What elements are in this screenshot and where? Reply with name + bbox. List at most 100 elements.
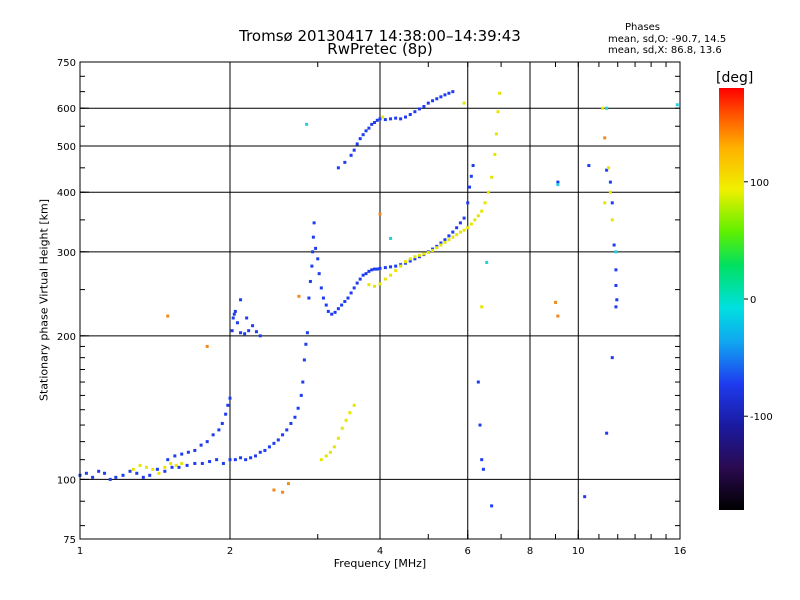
echo-point: [352, 403, 356, 407]
echo-point: [239, 456, 243, 460]
echo-point: [373, 284, 377, 288]
echo-point: [556, 180, 560, 184]
echo-point: [301, 380, 305, 384]
echo-point: [272, 441, 276, 445]
echo-point: [217, 428, 221, 432]
echo-point: [186, 450, 190, 454]
echo-point: [370, 122, 374, 126]
echo-point: [378, 212, 382, 216]
echo-point: [166, 314, 170, 318]
echo-point: [163, 469, 167, 473]
echo-point: [355, 142, 359, 146]
echo-point: [324, 303, 328, 307]
echo-point: [462, 216, 466, 220]
echo-point: [493, 152, 497, 156]
echo-point: [614, 305, 618, 309]
echo-point: [447, 238, 451, 242]
echo-point: [336, 166, 340, 170]
x-tick-label: 6: [465, 546, 471, 557]
echo-point: [422, 252, 426, 256]
echo-point: [239, 331, 243, 335]
echo-point: [439, 241, 443, 245]
echo-point: [253, 454, 257, 458]
echo-point: [302, 358, 306, 362]
echo-point: [177, 465, 181, 469]
y-tick-label: 300: [57, 248, 76, 259]
echo-point: [408, 259, 412, 263]
echo-point: [267, 445, 271, 449]
echo-point: [431, 99, 435, 103]
echo-point: [352, 148, 356, 152]
axis-ticks: 1 2 4 6 8 10 16 75 100 200 300 400 500 600 750: [57, 58, 686, 557]
echo-point: [281, 433, 285, 437]
echo-point: [378, 282, 382, 286]
echo-point: [361, 133, 365, 137]
phases-o-stats: mean, sd,O: -90.7, 14.5: [608, 34, 727, 45]
echo-point: [367, 269, 371, 273]
echo-point: [462, 228, 466, 232]
echo-point: [254, 330, 258, 334]
echo-point: [367, 126, 371, 130]
echo-point: [476, 380, 480, 384]
echo-point: [364, 129, 368, 133]
echo-point: [235, 321, 239, 325]
phases-title: Phases: [624, 22, 661, 33]
echo-point: [556, 183, 560, 187]
echo-point: [321, 296, 325, 300]
echo-point: [336, 436, 340, 440]
echo-point: [220, 421, 224, 425]
y-tick-label: 600: [57, 104, 76, 115]
chart-title-line2: RwPretec (8p): [327, 40, 433, 58]
echo-point: [84, 471, 88, 475]
y-tick-label: 500: [57, 142, 76, 153]
echo-point: [348, 411, 352, 415]
echo-point: [375, 118, 379, 122]
x-tick-label: 10: [572, 546, 585, 557]
echo-point: [447, 234, 451, 238]
echo-point: [343, 160, 347, 164]
echo-point: [211, 433, 215, 437]
echo-point: [148, 473, 152, 477]
colorbar-tick-label: 100: [750, 178, 769, 189]
echo-point: [349, 153, 353, 157]
echo-point: [426, 101, 430, 105]
echo-point: [157, 471, 161, 475]
echo-point: [458, 230, 462, 234]
echo-point: [276, 438, 280, 442]
echo-point: [185, 463, 189, 467]
echo-point: [297, 294, 301, 298]
echo-point: [480, 305, 484, 309]
echo-point: [251, 324, 255, 328]
echo-point: [231, 316, 235, 320]
echo-point: [399, 264, 403, 268]
echo-point: [155, 467, 159, 471]
echo-point: [451, 230, 455, 234]
echo-point: [193, 461, 197, 465]
echo-point: [413, 257, 417, 261]
x-tick-label: 16: [674, 546, 687, 557]
x-axis-label: Frequency [MHz]: [333, 557, 427, 570]
echo-point: [375, 267, 379, 271]
echo-point: [333, 310, 337, 314]
echo-point: [326, 309, 330, 313]
echo-point: [490, 175, 494, 179]
echo-point: [249, 456, 253, 460]
echo-point: [486, 190, 490, 194]
echo-point: [200, 461, 204, 465]
echo-point: [346, 296, 350, 300]
echo-point: [431, 248, 435, 252]
colorbar-ticks: 100 0 -100: [744, 178, 773, 423]
echo-point: [394, 269, 398, 273]
echo-point: [373, 267, 377, 271]
echo-point: [340, 303, 344, 307]
echo-point: [605, 431, 609, 435]
echo-point: [244, 458, 248, 462]
echo-point: [305, 122, 309, 126]
echo-point: [332, 445, 336, 449]
echo-point: [483, 201, 487, 205]
echo-point: [340, 426, 344, 430]
echo-point: [232, 312, 236, 316]
echo-point: [476, 214, 480, 218]
echo-point: [310, 264, 314, 268]
